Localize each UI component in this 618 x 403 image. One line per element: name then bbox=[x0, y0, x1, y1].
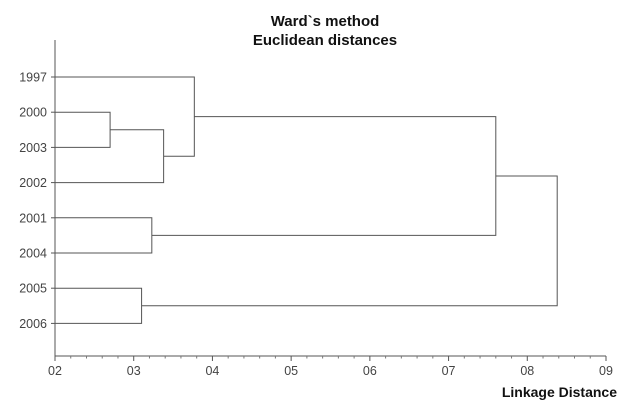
x-tick-label: 07 bbox=[442, 364, 456, 378]
x-axis-ticks: 02 03 04 05 06 07 08 09 bbox=[48, 356, 613, 378]
leaf-label: 2001 bbox=[19, 211, 47, 225]
x-tick-label: 02 bbox=[48, 364, 62, 378]
dendrogram-links bbox=[55, 76, 558, 324]
dendrogram-link-E bbox=[55, 287, 143, 324]
leaf-label: 2006 bbox=[19, 317, 47, 331]
leaf-label: 2003 bbox=[19, 141, 47, 155]
x-tick-label: 06 bbox=[363, 364, 377, 378]
leaf-label: 2002 bbox=[19, 176, 47, 190]
dendrogram-link-C bbox=[55, 76, 195, 157]
leaf-label: 2000 bbox=[19, 106, 47, 120]
dendrogram-link-F bbox=[151, 116, 497, 236]
leaf-labels: 1997 2000 2003 2002 2001 2004 2005 2006 bbox=[19, 71, 55, 331]
leaf-label: 2004 bbox=[19, 247, 47, 261]
x-axis-title: Linkage Distance bbox=[502, 384, 617, 400]
chart-title: Ward`s method bbox=[271, 13, 380, 30]
x-tick-label: 03 bbox=[127, 364, 141, 378]
leaf-label: 1997 bbox=[19, 71, 47, 85]
axes bbox=[54, 40, 606, 357]
x-tick-label: 05 bbox=[284, 364, 298, 378]
x-tick-label: 08 bbox=[520, 364, 534, 378]
dendrogram-link-A bbox=[55, 111, 111, 148]
dendrogram-link-D bbox=[55, 217, 153, 254]
chart-subtitle: Euclidean distances bbox=[253, 32, 397, 49]
x-tick-label: 09 bbox=[599, 364, 613, 378]
leaf-label: 2005 bbox=[19, 282, 47, 296]
x-tick-label: 04 bbox=[205, 364, 219, 378]
dendrogram-link-G bbox=[141, 175, 558, 307]
dendrogram-link-B bbox=[55, 129, 165, 184]
